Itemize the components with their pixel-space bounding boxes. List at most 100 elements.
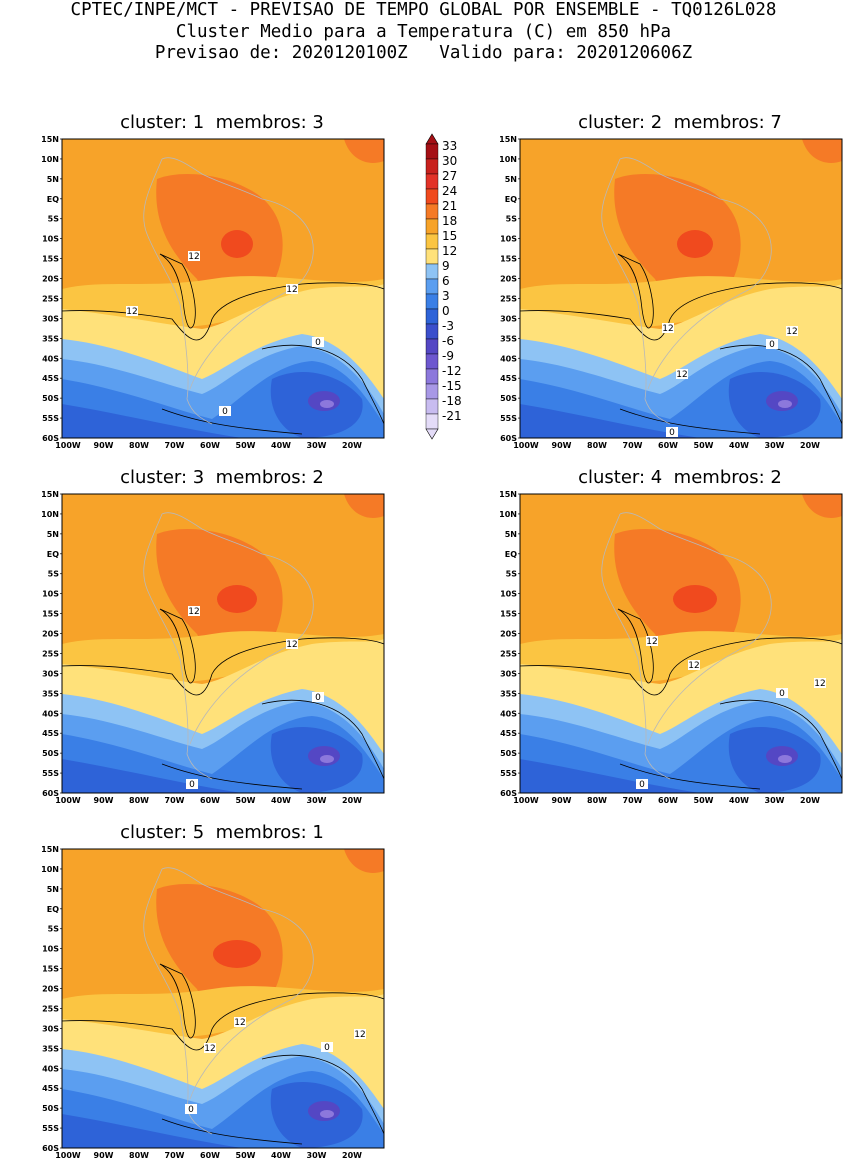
cold-sw-region [62, 404, 242, 438]
colorbar-swatch [425, 293, 439, 310]
contour-label-bg [354, 1029, 366, 1039]
lat-tick-label: 60S [42, 1144, 59, 1153]
lat-tick-label: 40S [42, 709, 59, 718]
header-line-3: Previsao de: 2020120100Z Valido para: 20… [154, 43, 693, 63]
contour-label: 0 [779, 689, 785, 699]
contour-0 [161, 344, 385, 435]
contour-label: 12 [688, 661, 699, 671]
contour-label-bg [776, 688, 788, 698]
contour-label: 12 [188, 607, 199, 617]
hot-core [213, 940, 261, 968]
lon-tick-label: 20W [342, 441, 362, 450]
lon-tick-label: 90W [552, 796, 572, 805]
coastline [601, 157, 772, 425]
contour-12-andes [159, 253, 196, 329]
warm-ne-region [802, 494, 842, 518]
colorbar-label: 12 [442, 244, 457, 258]
lat-tick-label: 5S [48, 570, 60, 579]
lon-tick-label: 50W [694, 441, 714, 450]
colorbar-label: -9 [442, 349, 454, 363]
lat-tick-label: 10N [41, 155, 59, 164]
lat-tick-label: 5S [506, 570, 518, 579]
hot-core [217, 585, 257, 613]
lat-tick-label: 25S [500, 294, 517, 303]
warm-ne-region [344, 849, 384, 873]
contour-label: 12 [126, 307, 137, 317]
colorbar-swatch [425, 203, 439, 220]
coastline [143, 157, 314, 425]
contour-label-bg [662, 323, 674, 333]
hot-core [673, 585, 717, 613]
warm-ne-region [344, 139, 384, 163]
lon-tick-label: 50W [236, 796, 256, 805]
lat-tick-label: 5N [47, 885, 59, 894]
contour-label: 0 [639, 780, 645, 790]
lat-tick-label: 50S [500, 749, 517, 758]
lat-tick-label: EQ [505, 195, 517, 204]
lat-tick-label: 50S [500, 394, 517, 403]
contour-label: 0 [769, 340, 775, 350]
lat-tick-label: 25S [42, 649, 59, 658]
lat-tick-label: 55S [42, 1124, 59, 1133]
contour-label: 12 [646, 637, 657, 647]
colorbar-label: 21 [442, 199, 457, 213]
contour-label: 12 [814, 679, 825, 689]
lat-tick-label: 40S [42, 354, 59, 363]
lat-tick-label: 45S [500, 729, 517, 738]
contour-label: 12 [354, 1030, 365, 1040]
lat-tick-label: 40S [500, 354, 517, 363]
contour-0 [161, 699, 385, 790]
lat-tick-label: 15N [41, 135, 59, 144]
lon-tick-label: 90W [94, 441, 114, 450]
contour-label-bg [321, 1042, 333, 1052]
lon-tick-label: 40W [271, 796, 291, 805]
lat-tick-label: 15S [42, 255, 59, 264]
contour-label: 0 [315, 693, 321, 703]
contour-label-bg [786, 326, 798, 336]
contour-label: 12 [676, 370, 687, 380]
lat-tick-label: EQ [47, 195, 59, 204]
contour-label-bg [286, 639, 298, 649]
lon-tick-label: 100W [55, 796, 81, 805]
colorbar-swatch [425, 368, 439, 385]
colorbar-label: -18 [442, 394, 462, 408]
lat-tick-label: 35S [500, 689, 517, 698]
lon-tick-label: 20W [342, 796, 362, 805]
colorbar-swatch [425, 308, 439, 325]
coldest-center [778, 755, 792, 763]
contour-label-bg [666, 427, 678, 437]
lon-tick-label: 60W [658, 796, 678, 805]
contour-label: 0 [324, 1043, 330, 1053]
colorbar-swatch [425, 398, 439, 415]
colorbar-swatch [425, 188, 439, 205]
colorbar-label: 18 [442, 214, 457, 228]
lon-tick-label: 80W [129, 1151, 149, 1160]
colorbar-swatch [425, 173, 439, 190]
colorbar-swatch [425, 278, 439, 295]
lat-tick-label: 5S [506, 215, 518, 224]
contour-0 [161, 1054, 385, 1145]
contour-label-bg [234, 1017, 246, 1027]
lat-tick-label: 25S [500, 649, 517, 658]
lat-tick-label: 50S [42, 749, 59, 758]
lon-tick-label: 80W [587, 796, 607, 805]
lat-tick-label: 15N [41, 490, 59, 499]
contour-label: 12 [662, 324, 673, 334]
lat-tick-label: 35S [42, 334, 59, 343]
colorbar-swatch [425, 158, 439, 175]
contour-label-bg [185, 1104, 197, 1114]
contour-12 [61, 282, 385, 341]
lat-tick-label: 10N [499, 155, 517, 164]
lon-tick-label: 70W [165, 1151, 185, 1160]
coastline [143, 867, 314, 1135]
warm-ne-region [344, 494, 384, 518]
contour-12-andes [617, 253, 654, 329]
contour-label: 0 [315, 338, 321, 348]
lat-tick-label: 60S [500, 434, 517, 443]
lat-tick-label: 45S [500, 374, 517, 383]
lat-tick-label: 60S [500, 789, 517, 798]
lon-tick-label: 20W [342, 1151, 362, 1160]
lat-tick-label: 30S [500, 314, 517, 323]
lat-tick-label: 5S [48, 215, 60, 224]
lat-tick-label: 20S [42, 630, 59, 639]
